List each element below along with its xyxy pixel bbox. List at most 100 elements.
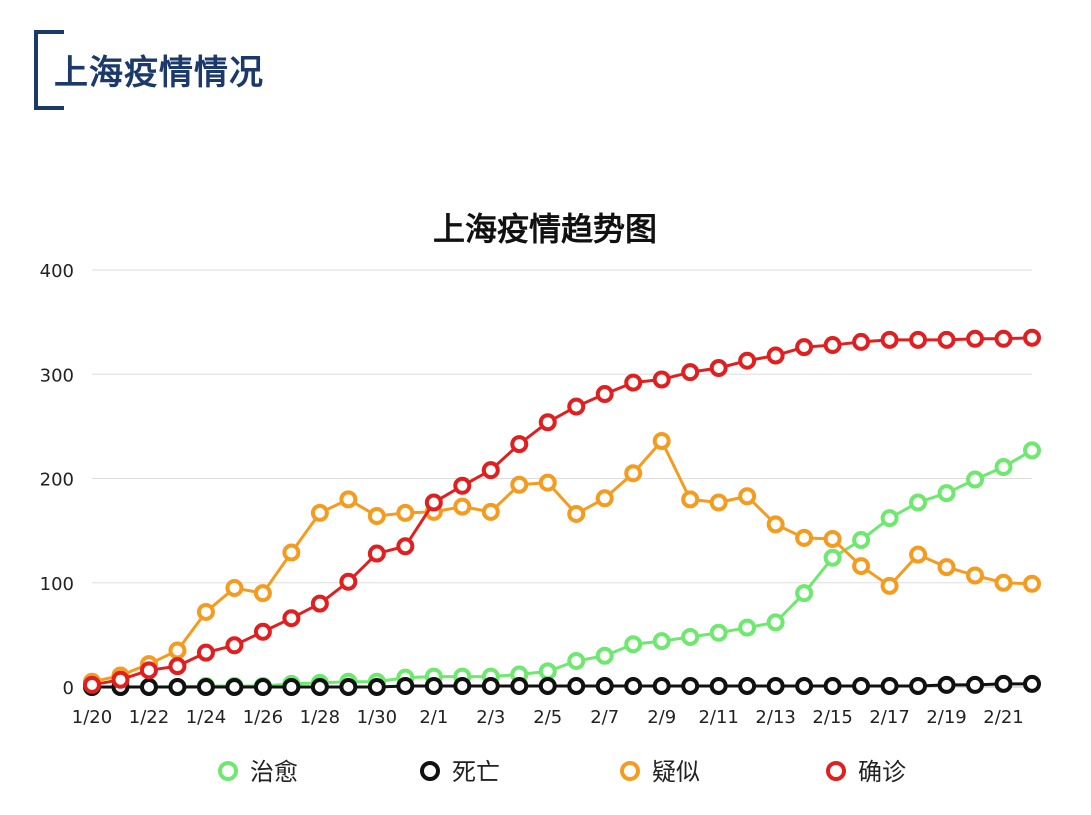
y-tick-label: 200	[40, 470, 74, 491]
data-point	[994, 458, 1013, 477]
data-point	[111, 670, 130, 689]
data-point	[282, 609, 301, 628]
x-axis-ticks: 1/20 1/22 1/24 1/26 1/28 1/30 2/1 2/3 2/5 2/7 2/9 2…	[72, 707, 1024, 728]
data-point	[310, 678, 329, 696]
data-point	[310, 594, 329, 613]
data-point	[852, 557, 871, 576]
legend-marker	[218, 761, 238, 781]
x-tick-label: 1/20	[72, 707, 112, 728]
data-point	[225, 578, 244, 597]
chart-legend: 治愈 死亡 疑似 确诊	[218, 758, 906, 786]
page-header: 上海疫情情况	[0, 0, 1091, 130]
data-point	[253, 622, 272, 641]
data-point	[481, 502, 500, 521]
series-确诊	[83, 328, 1041, 694]
data-point	[880, 509, 899, 528]
header-bracket-decoration	[34, 30, 64, 110]
data-point	[823, 548, 842, 567]
data-point	[652, 431, 671, 450]
x-tick-label: 2/15	[812, 707, 852, 728]
data-point	[852, 676, 871, 695]
x-tick-label: 2/21	[983, 707, 1023, 728]
data-point	[709, 676, 728, 695]
data-point	[510, 475, 529, 494]
data-point	[567, 676, 586, 695]
data-point	[396, 537, 415, 556]
data-point	[624, 676, 643, 695]
y-tick-label: 0	[63, 678, 74, 699]
legend-item: 治愈	[218, 758, 298, 786]
data-point	[595, 489, 614, 508]
data-point	[738, 487, 757, 506]
data-point	[481, 461, 500, 480]
legend-marker	[420, 761, 440, 781]
data-point	[139, 678, 158, 696]
data-point	[880, 330, 899, 349]
x-tick-label: 2/9	[647, 707, 676, 728]
data-point	[681, 363, 700, 382]
data-point	[937, 330, 956, 349]
data-point	[795, 528, 814, 547]
data-point	[1023, 674, 1041, 693]
series-治愈	[83, 441, 1041, 696]
data-point	[225, 636, 244, 655]
data-point	[453, 476, 472, 495]
x-tick-label: 1/28	[300, 707, 340, 728]
x-tick-label: 2/3	[476, 707, 505, 728]
data-point	[253, 678, 272, 696]
data-point	[766, 676, 785, 695]
x-tick-label: 1/26	[243, 707, 283, 728]
data-point	[937, 558, 956, 577]
x-tick-label: 2/19	[926, 707, 966, 728]
data-point	[852, 531, 871, 550]
data-point	[795, 584, 814, 603]
y-tick-label: 100	[40, 574, 74, 595]
data-point	[168, 657, 187, 676]
legend-label: 死亡	[452, 758, 500, 786]
data-point	[424, 676, 443, 695]
series-疑似	[83, 431, 1041, 691]
data-point	[595, 385, 614, 404]
data-point	[567, 397, 586, 416]
data-point	[139, 661, 158, 680]
data-point	[367, 544, 386, 563]
x-tick-label: 2/11	[698, 707, 738, 728]
data-point	[282, 543, 301, 562]
data-point	[966, 329, 985, 348]
legend-item: 疑似	[620, 758, 700, 786]
data-point	[595, 646, 614, 665]
data-point	[196, 678, 215, 696]
data-point	[766, 515, 785, 534]
x-tick-label: 2/13	[755, 707, 795, 728]
data-point	[709, 493, 728, 512]
data-point	[396, 503, 415, 522]
data-point	[966, 675, 985, 694]
data-point	[652, 676, 671, 695]
chart-container: 上海疫情趋势图 0 100 200 300 400 1/20 1/22 1/24 1/26 1/…	[0, 180, 1091, 811]
data-point	[966, 470, 985, 489]
data-point	[709, 358, 728, 377]
legend-item: 死亡	[420, 758, 500, 786]
data-point	[624, 635, 643, 654]
data-point	[225, 678, 244, 696]
data-point	[367, 678, 386, 696]
data-point	[823, 336, 842, 355]
data-point	[909, 676, 928, 695]
data-point	[909, 330, 928, 349]
data-point	[709, 623, 728, 642]
data-point	[83, 675, 101, 694]
data-point	[652, 370, 671, 389]
data-point	[795, 338, 814, 357]
data-point	[624, 464, 643, 483]
chart-title: 上海疫情趋势图	[433, 210, 657, 248]
page-title: 上海疫情情况	[54, 53, 264, 93]
data-point	[823, 529, 842, 548]
legend-label: 疑似	[652, 758, 700, 786]
data-point	[681, 676, 700, 695]
data-point	[937, 484, 956, 503]
data-point	[738, 351, 757, 370]
data-point	[168, 641, 187, 660]
series-line	[92, 682, 1032, 689]
data-point	[966, 566, 985, 585]
